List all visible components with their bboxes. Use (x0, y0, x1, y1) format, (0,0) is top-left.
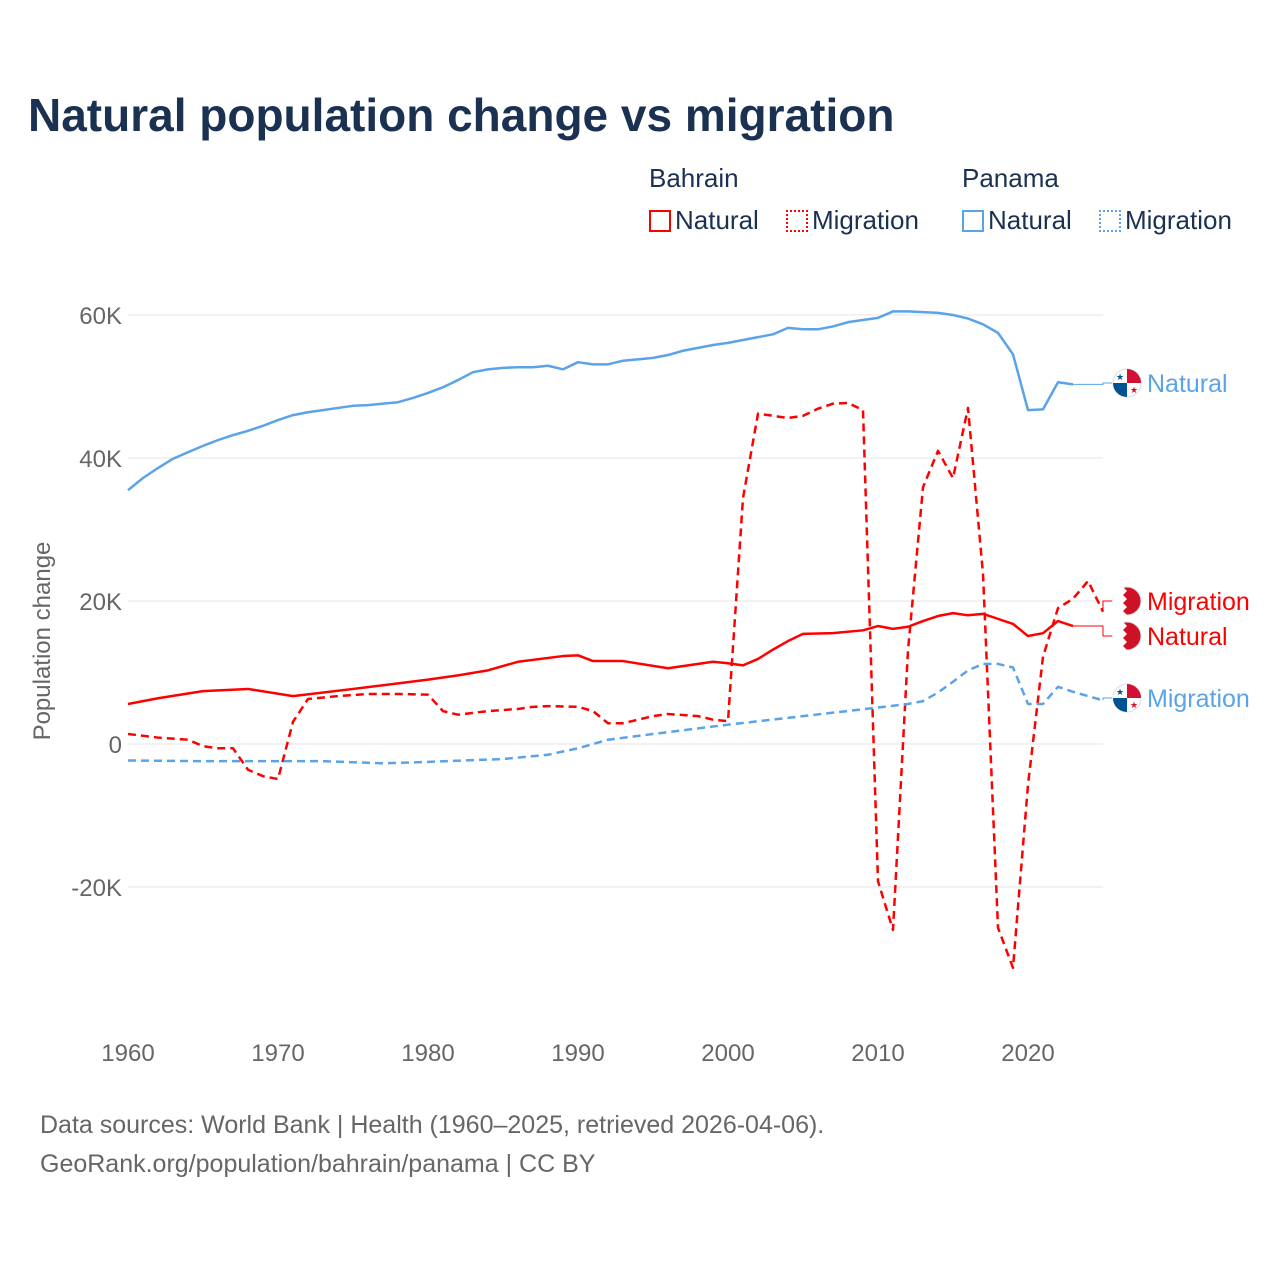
series-end-label: Migration (1147, 685, 1250, 713)
series-line-bahrain-natural[interactable] (127, 611, 1074, 706)
y-tick-label: -20K (71, 875, 122, 902)
legend-item-bahrain-natural[interactable]: Natural (649, 205, 759, 236)
x-tick-label: 1990 (551, 1040, 604, 1067)
source-note: Data sources: World Bank | Health (1960–… (40, 1106, 824, 1184)
legend-swatch (962, 210, 984, 232)
x-tick-label: 1970 (251, 1040, 304, 1067)
x-tick-label: 1960 (101, 1040, 154, 1067)
legend-label: Natural (988, 205, 1072, 235)
svg-text:★: ★ (1116, 687, 1124, 697)
legend-item-bahrain-migration[interactable]: Migration (786, 205, 919, 236)
svg-text:★: ★ (1130, 700, 1138, 710)
label-connector (1073, 625, 1112, 637)
legend-item-panama-migration[interactable]: Migration (1099, 205, 1232, 236)
legend-label: Migration (1125, 205, 1232, 235)
bahrain-flag-icon (1112, 621, 1142, 651)
y-axis-label: Population change (29, 542, 56, 741)
legend-label: Natural (675, 205, 759, 235)
label-connector (1102, 600, 1112, 612)
legend-swatch (649, 210, 671, 232)
x-tick-label: 2010 (851, 1040, 904, 1067)
label-connector (1073, 382, 1112, 385)
series-line-panama-natural[interactable] (127, 310, 1074, 492)
y-tick-label: 60K (79, 303, 122, 330)
series-end-label: Natural (1147, 623, 1228, 651)
svg-text:★: ★ (1116, 372, 1124, 382)
legend-group-bahrain: Bahrain (649, 163, 739, 193)
legend-group-panama: Panama (962, 163, 1059, 193)
legend-item-panama-natural[interactable]: Natural (962, 205, 1072, 236)
source-line: Data sources: World Bank | Health (1960–… (40, 1111, 825, 1139)
y-tick-label: 40K (79, 446, 122, 473)
y-tick-label: 20K (79, 589, 122, 616)
series-end-label: Migration (1147, 588, 1250, 616)
x-tick-label: 2000 (701, 1040, 754, 1067)
series-end-label: Natural (1147, 370, 1228, 398)
legend-swatch (1099, 210, 1121, 232)
svg-text:★: ★ (1130, 385, 1138, 395)
series-line-bahrain-migration[interactable] (127, 401, 1105, 970)
chart-title: Natural population change vs migration (28, 89, 895, 141)
x-tick-label: 2020 (1001, 1040, 1054, 1067)
bahrain-flag-icon (1112, 586, 1142, 616)
series-line-panama-migration[interactable] (127, 662, 1104, 765)
panama-flag-icon: ★★ (1112, 683, 1142, 713)
label-connector (1102, 697, 1112, 701)
legend-swatch (786, 210, 808, 232)
source-link[interactable]: GeoRank.org/population/bahrain/panama | … (40, 1150, 596, 1178)
panama-flag-icon: ★★ (1112, 368, 1142, 398)
x-tick-label: 1980 (401, 1040, 454, 1067)
legend-label: Migration (812, 205, 919, 235)
y-tick-label: 0 (109, 732, 122, 759)
